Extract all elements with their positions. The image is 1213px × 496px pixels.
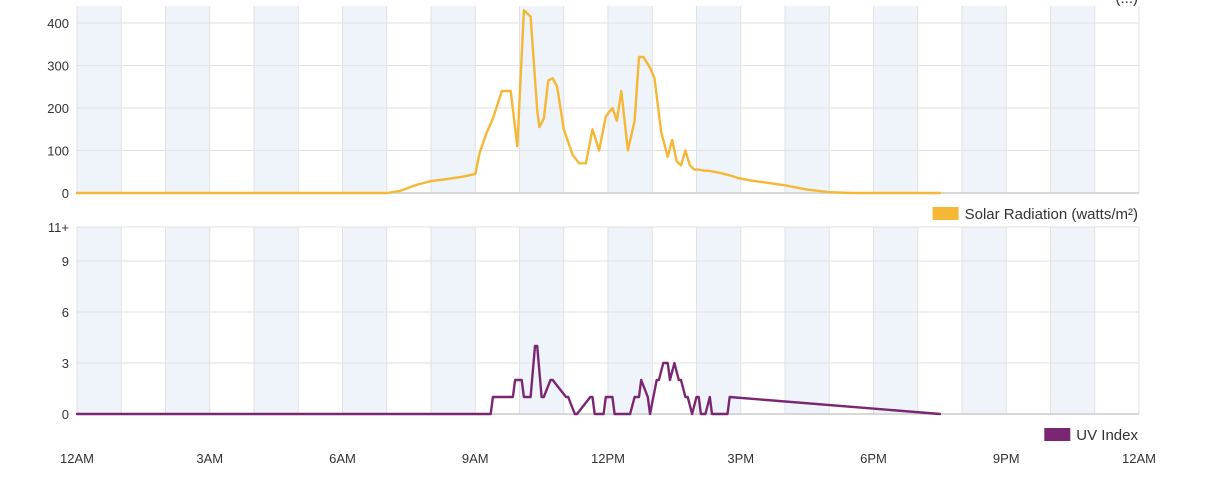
uv-series-line (75, 344, 942, 416)
solar-y-tick-label: 400 (47, 16, 69, 31)
hour-band (431, 6, 476, 193)
series-lines (75, 9, 942, 416)
legends: Solar Radiation (watts/m²) (...) UV Index (932, 0, 1139, 444)
solar-legend-swatch (932, 207, 959, 220)
hour-band (342, 227, 387, 414)
hour-band (962, 6, 1007, 193)
hour-band (342, 6, 387, 193)
solar-y-tick-label: 300 (47, 59, 69, 74)
solar-y-tick-label: 0 (62, 186, 69, 201)
x-tick-labels: 12AM 3AM 6AM 9AM 12PM 3PM 6PM 9PM 12AM (60, 451, 1156, 466)
x-tick-label: 6AM (329, 451, 356, 466)
uv-y-tick-label: 9 (62, 254, 69, 269)
hour-band (1050, 227, 1095, 414)
uv-legend-swatch (1044, 428, 1071, 441)
hour-band (77, 6, 122, 193)
hour-band (608, 6, 653, 193)
grid-lines (76, 6, 1140, 415)
partial-axis-label: (...) (1116, 0, 1139, 7)
y-tick-labels: 0 100 200 300 400 0 3 6 9 11+ (47, 16, 69, 422)
solar-y-tick-label: 100 (47, 144, 69, 159)
uv-y-tick-label: 3 (62, 356, 69, 371)
uv-y-tick-label: 11+ (48, 220, 69, 235)
x-tick-label: 9AM (462, 451, 489, 466)
hour-band (77, 227, 122, 414)
hour-band (785, 6, 830, 193)
uv-y-tick-label: 6 (62, 305, 69, 320)
x-tick-label: 12PM (591, 451, 625, 466)
hour-band (254, 227, 299, 414)
solar-series-line (75, 9, 942, 195)
x-tick-label: 12AM (60, 451, 94, 466)
hour-band (165, 6, 210, 193)
hour-band (519, 6, 564, 193)
uv-y-tick-label: 0 (62, 407, 69, 422)
x-tick-label: 3PM (727, 451, 754, 466)
hour-band (431, 227, 476, 414)
hour-band (785, 227, 830, 414)
x-tick-label: 3AM (196, 451, 223, 466)
hour-band (165, 227, 210, 414)
hour-bands (77, 6, 1095, 414)
hour-band (873, 6, 918, 193)
hour-band (696, 227, 741, 414)
uv-legend-label: UV Index (1076, 427, 1138, 444)
solar-y-tick-label: 200 (47, 101, 69, 116)
x-tick-label: 12AM (1122, 451, 1156, 466)
solar-legend-label: Solar Radiation (watts/m²) (965, 206, 1138, 223)
hour-band (1050, 6, 1095, 193)
hour-band (696, 6, 741, 193)
hour-band (962, 227, 1007, 414)
hour-band (254, 6, 299, 193)
hour-band (873, 227, 918, 414)
x-tick-label: 9PM (993, 451, 1020, 466)
x-tick-label: 6PM (860, 451, 887, 466)
hour-band (608, 227, 653, 414)
